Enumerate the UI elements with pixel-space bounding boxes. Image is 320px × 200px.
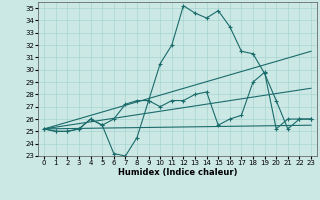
X-axis label: Humidex (Indice chaleur): Humidex (Indice chaleur): [118, 168, 237, 177]
